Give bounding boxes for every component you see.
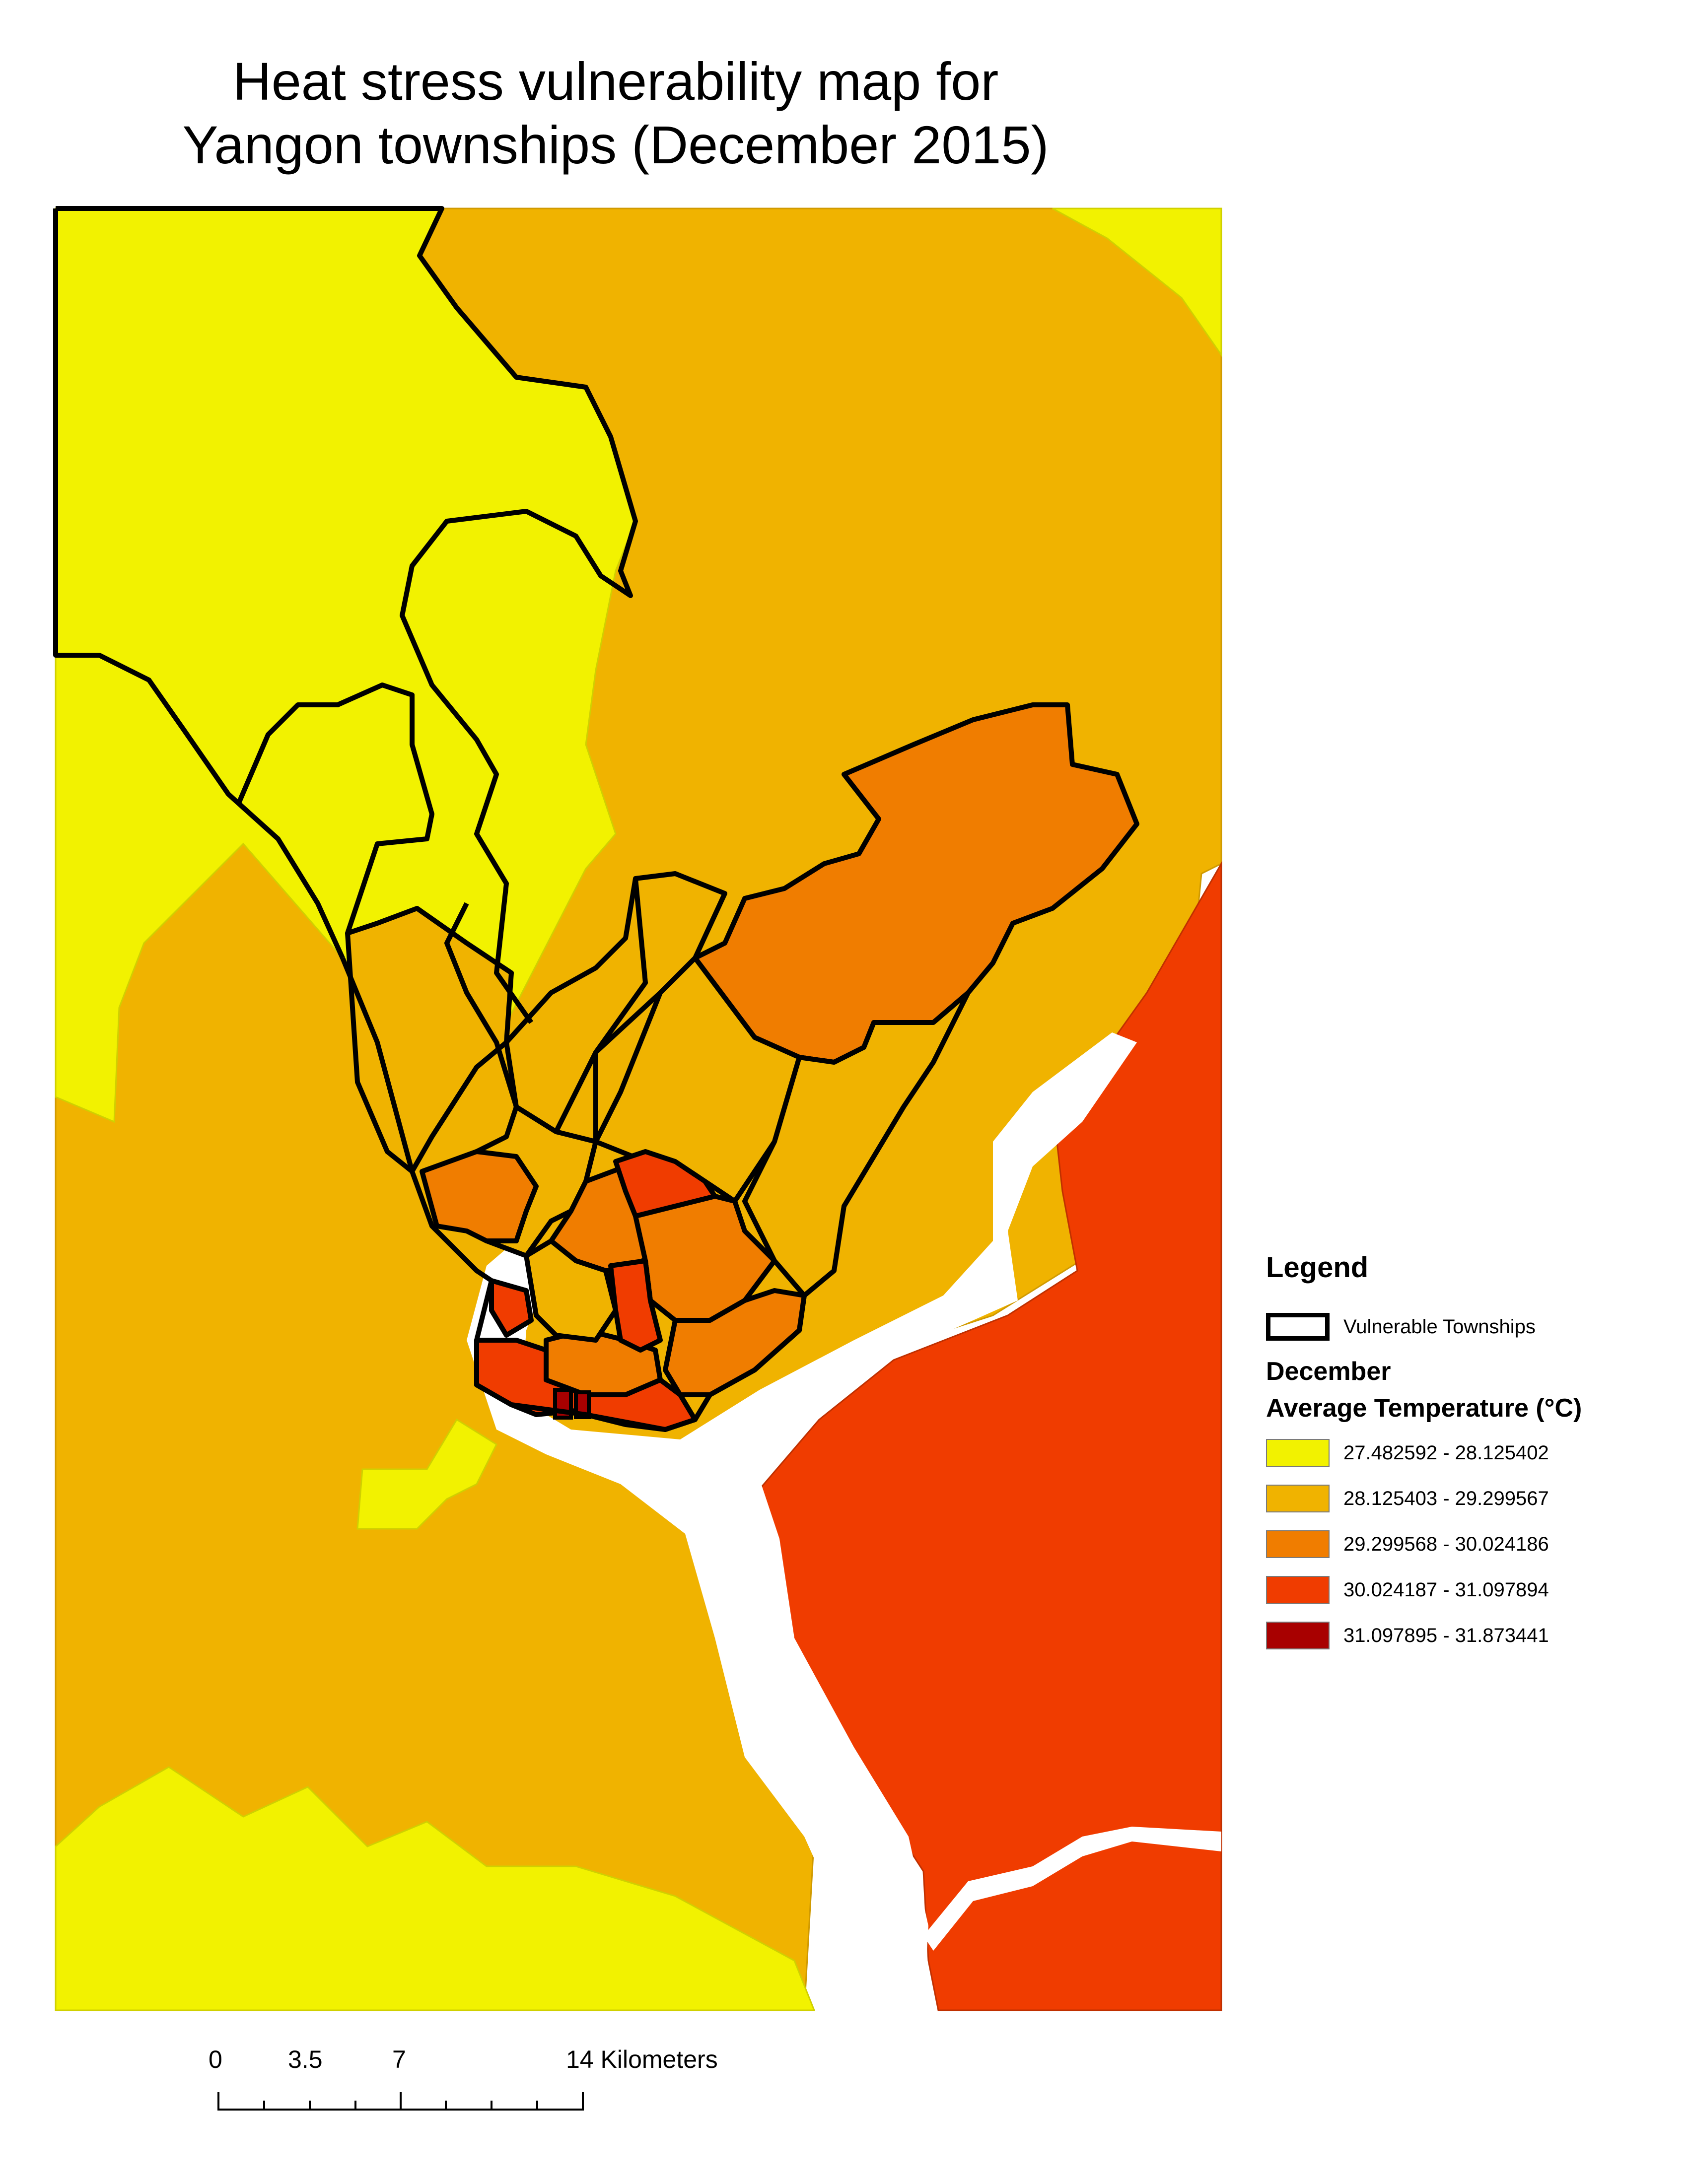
legend-class-row: 27.482592 - 28.125402	[1266, 1430, 1673, 1476]
township-east-strip[interactable]	[742, 990, 971, 1298]
legend-heading: Legend	[1266, 1251, 1369, 1284]
legend-swatch-2	[1266, 1485, 1330, 1512]
legend-class-row: 29.299568 - 30.024186	[1266, 1521, 1673, 1567]
legend: Legend Vulnerable Townships December Ave…	[1266, 1251, 1673, 1658]
legend-outline-swatch	[1266, 1313, 1330, 1341]
legend-swatch-3	[1266, 1530, 1330, 1558]
township-boundary-coast	[340, 957, 807, 1432]
river-branch	[923, 1827, 1221, 1951]
map-region-northeast-corner	[1052, 207, 1222, 357]
township-west-orange[interactable]	[420, 1149, 539, 1243]
legend-range-4: 30.024187 - 31.097894	[1343, 1578, 1549, 1601]
map-region-river-patch	[356, 1418, 497, 1530]
township-red-north[interactable]	[613, 1149, 717, 1219]
township-west-central[interactable]	[345, 906, 514, 1174]
township-central-east[interactable]	[593, 956, 802, 1204]
legend-swatch-4	[1266, 1576, 1330, 1604]
legend-vulnerable-row: Vulnerable Townships	[1266, 1304, 1673, 1350]
legend-variable: Average Temperature (°C)	[1266, 1394, 1582, 1423]
scale-label-0: 0	[209, 2046, 222, 2073]
map-title: Heat stress vulnerability map for Yangon…	[60, 50, 1172, 177]
legend-vulnerable-label: Vulnerable Townships	[1343, 1315, 1536, 1338]
map-title-line-1: Heat stress vulnerability map for	[232, 51, 999, 111]
legend-class-row: 28.125403 - 29.299567	[1266, 1476, 1673, 1521]
township-red-west[interactable]	[489, 1278, 534, 1338]
legend-range-2: 28.125403 - 29.299567	[1343, 1487, 1549, 1509]
legend-range-5: 31.097895 - 31.873441	[1343, 1624, 1549, 1646]
legend-class-row: 30.024187 - 31.097894	[1266, 1567, 1673, 1613]
township-boundary-north	[56, 206, 638, 1024]
scale-bar: 0 3.5 7 14 Kilometers	[199, 2045, 765, 2124]
scale-bar-graphic	[217, 2092, 584, 2111]
legend-range-1: 27.482592 - 28.125402	[1343, 1441, 1549, 1464]
legend-range-3: 29.299568 - 30.024186	[1343, 1533, 1549, 1555]
legend-swatch-1	[1266, 1439, 1330, 1467]
township-red-center[interactable]	[608, 1258, 663, 1353]
river	[467, 1032, 1137, 2010]
scale-label-14: 14 Kilometers	[566, 2046, 718, 2073]
township-boundary-central-spine	[593, 878, 648, 1142]
scale-label-3-5: 3.5	[288, 2046, 323, 2073]
legend-swatch-5	[1266, 1622, 1330, 1649]
township-boundary-inner-b	[444, 902, 519, 1108]
legend-class-row: 31.097895 - 31.873441	[1266, 1613, 1673, 1658]
township-boundary-west-big	[53, 208, 345, 959]
township-boundary-inner-a	[236, 682, 434, 934]
map-region-south-band	[55, 1766, 816, 2011]
legend-month: December	[1266, 1357, 1391, 1386]
map-title-line-2: Yangon townships (December 2015)	[182, 115, 1049, 175]
scale-label-7: 7	[392, 2046, 406, 2073]
